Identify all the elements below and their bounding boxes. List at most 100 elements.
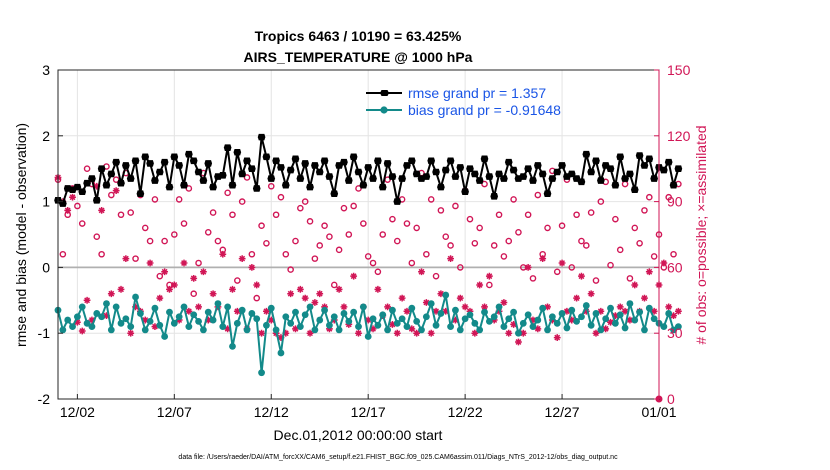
obs-possible-point bbox=[413, 224, 420, 232]
x-tick-label: 12/07 bbox=[157, 404, 192, 420]
bias-point bbox=[326, 321, 333, 329]
obs-possible-point bbox=[195, 259, 202, 267]
obs-assimilated-point bbox=[185, 307, 193, 315]
obs-possible-point bbox=[393, 237, 401, 245]
bias-point bbox=[190, 311, 198, 319]
y-left-tick-label: -2 bbox=[38, 391, 51, 407]
rmse-point bbox=[359, 181, 368, 189]
bias-point bbox=[59, 326, 67, 334]
obs-possible-point bbox=[297, 204, 304, 212]
obs-assimilated-point bbox=[529, 316, 537, 324]
obs-possible-point bbox=[229, 211, 236, 219]
x-tick-label: 12/17 bbox=[351, 404, 386, 420]
obs-assimilated-point bbox=[200, 268, 207, 276]
obs-assimilated-point bbox=[563, 307, 571, 315]
bias-point bbox=[607, 304, 614, 312]
obs-assimilated-point bbox=[287, 290, 295, 298]
rmse-point bbox=[199, 177, 208, 184]
obs-possible-point bbox=[452, 202, 459, 210]
rmse-point bbox=[660, 166, 668, 174]
bias-point bbox=[321, 306, 328, 314]
rmse-point bbox=[349, 153, 358, 161]
bias-series bbox=[54, 291, 682, 377]
rmse-point bbox=[553, 168, 562, 176]
obs-assimilated-point bbox=[539, 255, 547, 263]
bias-point bbox=[350, 308, 358, 316]
rmse-point bbox=[441, 166, 450, 174]
obs-assimilated-point bbox=[311, 299, 319, 306]
obs-possible-point bbox=[98, 250, 105, 258]
bias-point bbox=[267, 304, 275, 312]
obs-assimilated-point bbox=[461, 303, 469, 311]
obs-possible-point bbox=[369, 259, 377, 267]
rmse-point bbox=[83, 179, 91, 187]
rmse-point bbox=[466, 165, 474, 172]
rmse-point bbox=[320, 157, 329, 165]
obs-assimilated-point bbox=[413, 329, 421, 337]
bias-point bbox=[136, 310, 144, 317]
obs-assimilated-point bbox=[466, 307, 474, 315]
rmse-point bbox=[422, 173, 431, 180]
bias-point bbox=[398, 315, 406, 323]
bias-point bbox=[650, 315, 658, 323]
obs-assimilated-point bbox=[146, 259, 154, 267]
rmse-point bbox=[228, 181, 237, 189]
rmse-point bbox=[403, 162, 411, 169]
obs-assimilated-point bbox=[253, 281, 261, 289]
obs-possible-point bbox=[117, 211, 125, 219]
obs-assimilated-point bbox=[573, 294, 581, 302]
obs-assimilated-point bbox=[292, 325, 299, 333]
bias-point bbox=[146, 317, 154, 325]
obs-possible-point bbox=[582, 242, 590, 249]
bias-point bbox=[578, 313, 585, 321]
rmse-point bbox=[543, 190, 552, 198]
obs-possible-point bbox=[403, 220, 411, 227]
rmse-point bbox=[630, 186, 639, 194]
bias-point bbox=[359, 303, 367, 311]
obs-possible-point bbox=[626, 275, 634, 282]
obs-assimilated-point bbox=[602, 325, 610, 333]
bias-point bbox=[166, 308, 173, 316]
obs-possible-point bbox=[282, 250, 290, 258]
rmse-point bbox=[611, 181, 620, 189]
legend-bias-label: bias grand pr = -0.91648 bbox=[408, 102, 561, 118]
obs-possible-point bbox=[161, 237, 168, 245]
bias-point bbox=[306, 303, 314, 311]
obs-possible-point bbox=[301, 198, 309, 205]
legend-rmse-label: rmse grand pr = 1.357 bbox=[408, 85, 546, 101]
rmse-point bbox=[151, 177, 159, 184]
obs-assimilated-point bbox=[481, 303, 488, 311]
obs-possible-point bbox=[607, 261, 614, 269]
obs-possible-point bbox=[272, 211, 280, 219]
rmse-point bbox=[669, 181, 678, 189]
bias-point bbox=[69, 323, 76, 331]
obs-assimilated-point bbox=[597, 307, 605, 315]
obs-possible-point bbox=[529, 275, 537, 282]
rmse-point bbox=[248, 165, 256, 172]
obs-possible-point bbox=[374, 268, 382, 276]
obs-assimilated-point bbox=[151, 323, 159, 331]
obs-assimilated-point bbox=[117, 285, 125, 293]
rmse-series bbox=[54, 133, 683, 207]
bias-point bbox=[539, 304, 547, 312]
obs-possible-point bbox=[495, 211, 503, 219]
obs-possible-point bbox=[360, 220, 367, 227]
obs-assimilated-point bbox=[156, 294, 164, 302]
chart-title-line1: Tropics 6463 / 10190 = 63.425% bbox=[255, 28, 462, 44]
obs-assimilated-point bbox=[83, 296, 91, 304]
rmse-point bbox=[364, 164, 372, 171]
rmse-point bbox=[136, 190, 145, 198]
bias-point bbox=[660, 323, 668, 331]
rmse-point bbox=[597, 177, 605, 184]
obs-possible-point bbox=[234, 277, 241, 284]
obs-possible-point bbox=[670, 250, 677, 258]
obs-assimilated-point bbox=[442, 307, 450, 315]
rmse-point bbox=[354, 168, 363, 176]
obs-assimilated-point bbox=[393, 329, 401, 337]
obs-assimilated-point bbox=[64, 206, 72, 214]
obs-possible-point bbox=[156, 272, 164, 280]
rmse-point bbox=[524, 165, 532, 172]
obs-assimilated-point bbox=[195, 303, 202, 311]
bias-point bbox=[287, 319, 295, 327]
rmse-point bbox=[277, 164, 285, 171]
